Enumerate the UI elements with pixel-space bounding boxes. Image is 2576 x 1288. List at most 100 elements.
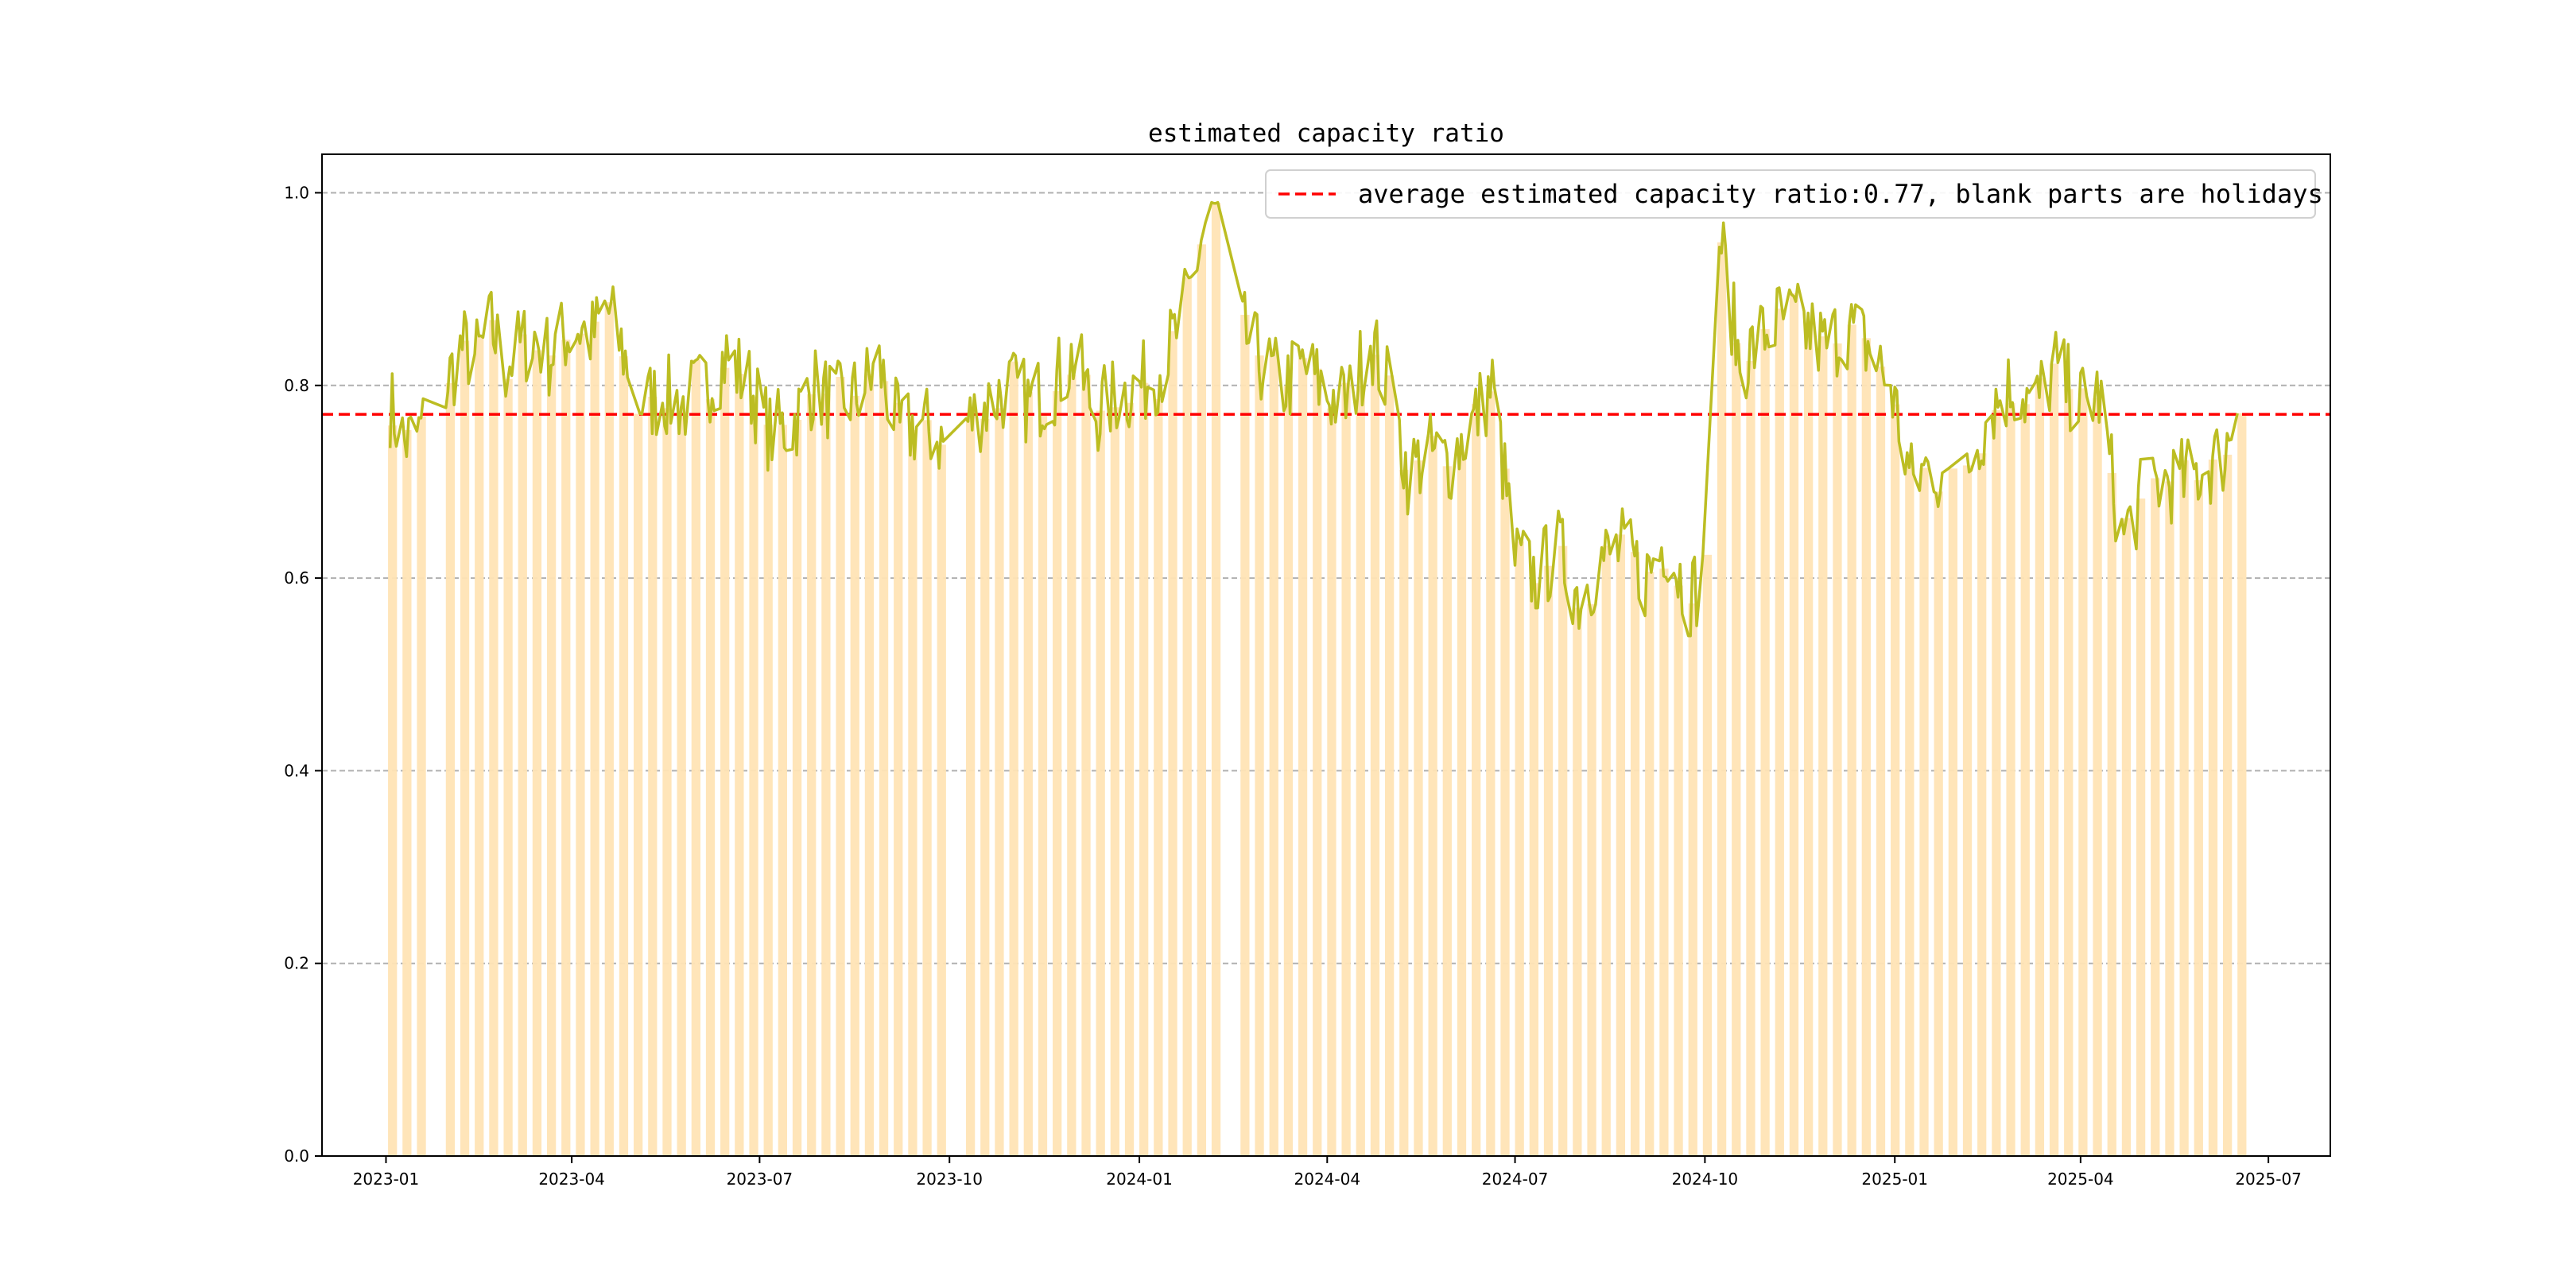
- bar: [965, 412, 976, 1156]
- bar: [1356, 386, 1365, 1156]
- bar: [677, 412, 686, 1156]
- bar: [705, 399, 716, 1157]
- bar: [735, 374, 744, 1156]
- x-tick-label: 2025-01: [1861, 1170, 1928, 1189]
- bar: [1313, 368, 1322, 1156]
- x-tick-label: 2025-07: [2235, 1170, 2302, 1189]
- bar: [792, 419, 802, 1156]
- bar: [1096, 410, 1105, 1156]
- bar: [821, 394, 831, 1156]
- bar: [445, 382, 456, 1156]
- bar: [1659, 568, 1669, 1156]
- bar: [2049, 363, 2059, 1156]
- bar: [2223, 454, 2233, 1156]
- bar: [2121, 518, 2132, 1156]
- bar: [1038, 415, 1048, 1156]
- bar: [1341, 382, 1351, 1156]
- bar: [1053, 390, 1062, 1157]
- bar: [460, 340, 470, 1156]
- bar: [2208, 460, 2218, 1156]
- bar: [634, 413, 643, 1156]
- bar: [1067, 374, 1077, 1156]
- bar: [1847, 324, 1856, 1156]
- bar: [1876, 367, 1886, 1156]
- bar: [417, 416, 426, 1156]
- x-tick-label: 2024-01: [1106, 1170, 1173, 1189]
- capacity-bars: [388, 203, 2247, 1157]
- bar: [1211, 203, 1221, 1156]
- bar: [1587, 603, 1596, 1156]
- bar: [1818, 336, 1828, 1156]
- bar: [720, 367, 730, 1157]
- y-tick-label: 1.0: [284, 183, 309, 202]
- x-tick-label: 2024-04: [1294, 1170, 1361, 1189]
- x-tick-label: 2023-01: [353, 1170, 420, 1189]
- bar: [576, 333, 585, 1156]
- bar: [604, 302, 614, 1156]
- bar: [590, 321, 599, 1156]
- bar: [2035, 378, 2045, 1156]
- bar: [1717, 242, 1727, 1156]
- capacity-ratio-line: [388, 200, 2239, 638]
- bar: [1298, 358, 1308, 1156]
- bar: [778, 425, 788, 1156]
- bar: [749, 396, 758, 1156]
- bar: [1833, 343, 1842, 1156]
- bar: [1861, 338, 1871, 1156]
- x-tick-label: 2023-04: [538, 1170, 605, 1189]
- bar: [1529, 583, 1538, 1156]
- bar: [763, 425, 773, 1156]
- bar: [1558, 545, 1568, 1156]
- y-tick-label: 0.4: [284, 761, 309, 780]
- x-tick-label: 2024-10: [1672, 1170, 1739, 1189]
- bar: [1081, 374, 1091, 1156]
- bar: [922, 420, 932, 1156]
- bar: [2136, 499, 2146, 1156]
- bar: [2194, 480, 2203, 1156]
- bar: [995, 408, 1004, 1156]
- bar: [402, 429, 412, 1156]
- bar: [1442, 466, 1452, 1156]
- bar: [546, 355, 557, 1156]
- bar: [648, 397, 658, 1156]
- legend-box: [1265, 169, 2316, 219]
- bar: [1283, 386, 1294, 1157]
- plot-frame: [321, 153, 2331, 1157]
- legend: average estimated capacity ratio:0.77, b…: [1265, 169, 2323, 219]
- bar: [836, 377, 845, 1156]
- bar: [864, 374, 875, 1157]
- bar: [662, 408, 672, 1156]
- bar: [1891, 404, 1900, 1157]
- bar: [1110, 407, 1119, 1156]
- bar: [894, 402, 903, 1156]
- y-tick-label: 0.8: [284, 376, 309, 395]
- bar: [937, 444, 946, 1156]
- bar: [1789, 293, 1799, 1156]
- bar: [1992, 409, 2001, 1156]
- bar: [691, 359, 700, 1156]
- bar: [1327, 408, 1336, 1156]
- x-axis-ticks: 2023-01 2023-04 2023-07 2023-10 2024-01 2024-…: [353, 1156, 2302, 1189]
- y-tick-label: 0.2: [284, 954, 309, 973]
- bar: [2151, 478, 2160, 1156]
- bar: [1919, 467, 1929, 1156]
- bar: [879, 381, 889, 1156]
- bar: [1905, 462, 1915, 1156]
- bar: [1023, 392, 1033, 1156]
- x-tick-label: 2025-04: [2047, 1170, 2114, 1189]
- bar: [1457, 452, 1467, 1156]
- bar: [1732, 343, 1741, 1156]
- bar: [1472, 404, 1481, 1156]
- bar: [475, 336, 484, 1156]
- bar: [1428, 436, 1437, 1156]
- bar: [980, 418, 990, 1156]
- bar: [561, 339, 571, 1156]
- bar: [2179, 460, 2189, 1156]
- bar: [1009, 361, 1018, 1157]
- bar: [1616, 534, 1626, 1156]
- bar: [908, 430, 918, 1156]
- bar: [1746, 361, 1755, 1156]
- bar: [1630, 552, 1640, 1156]
- bar: [1962, 465, 1973, 1156]
